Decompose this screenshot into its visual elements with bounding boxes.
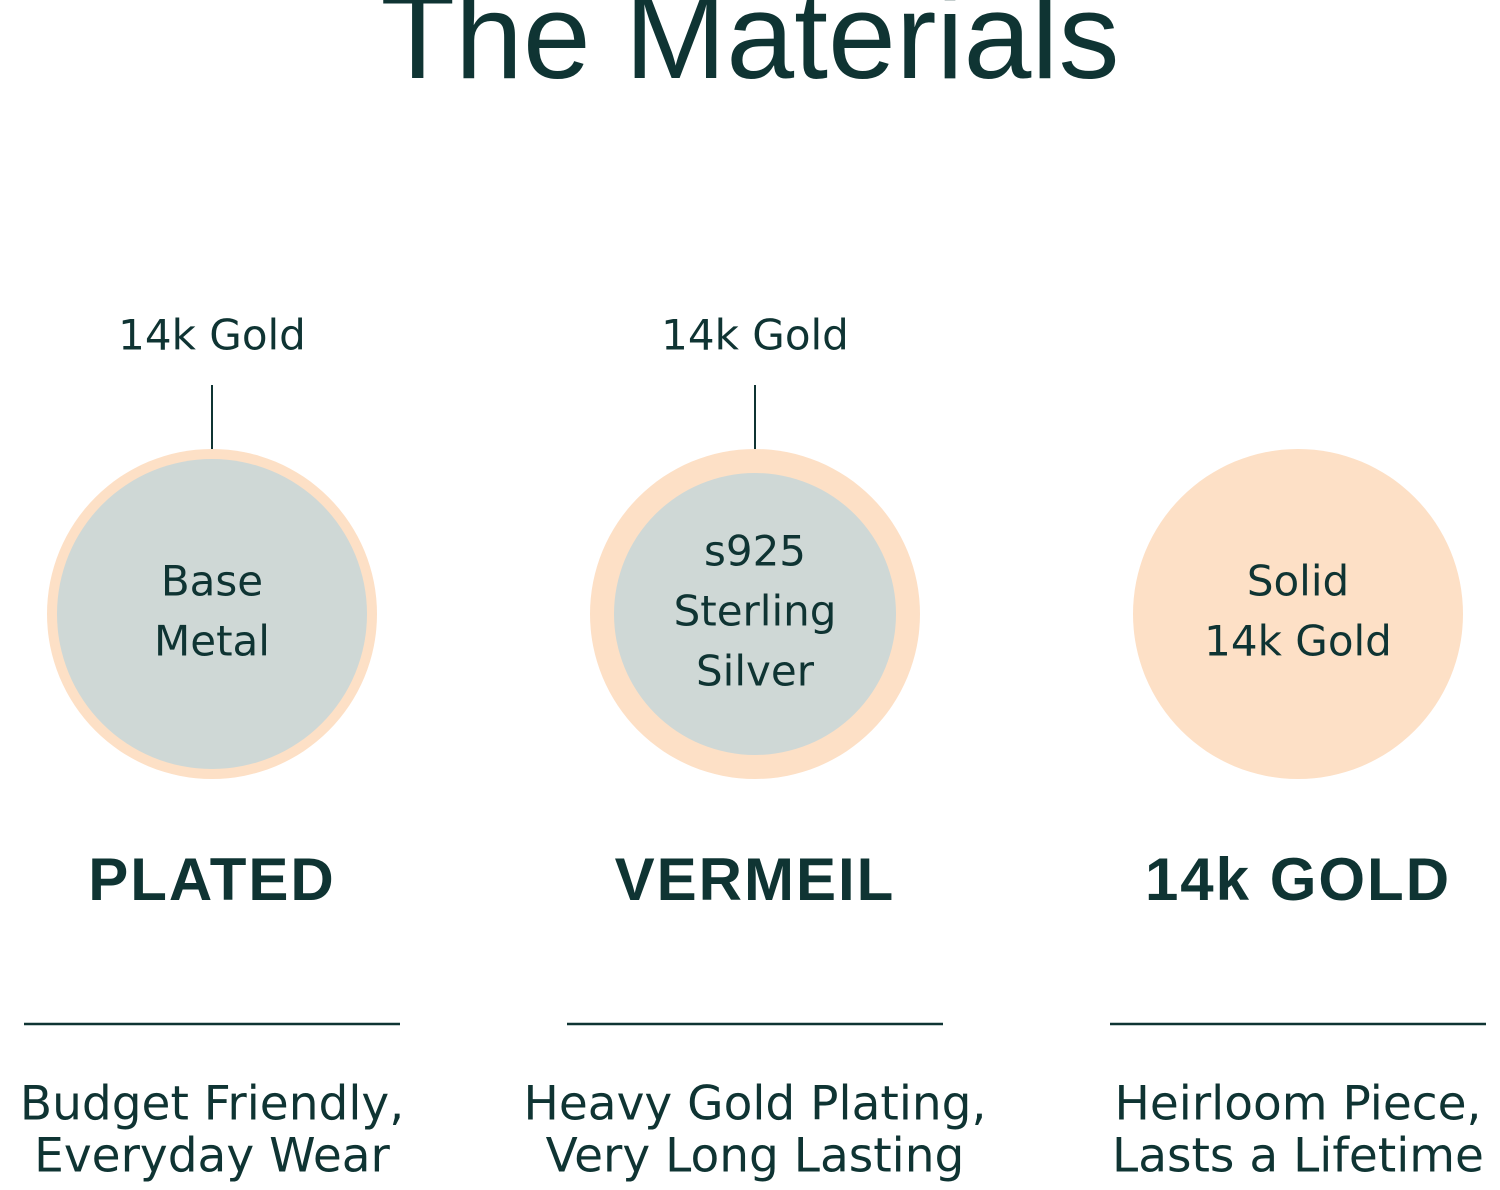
core-label: Silver: [696, 647, 815, 696]
description: Budget Friendly,: [20, 1077, 404, 1132]
outer-layer: [1133, 449, 1463, 779]
core-label: Base: [161, 557, 263, 606]
description: Everyday Wear: [34, 1129, 390, 1184]
core-label: Sterling: [674, 587, 837, 636]
description: Lasts a Lifetime: [1112, 1129, 1484, 1184]
layer-label: 14k Gold: [118, 311, 306, 360]
page-title: The Materials: [380, 0, 1119, 104]
description: Heavy Gold Plating,: [524, 1077, 987, 1132]
material-name: 14k GOLD: [1145, 846, 1451, 913]
description: Heirloom Piece,: [1115, 1077, 1482, 1132]
material-name: PLATED: [88, 846, 336, 913]
core-label: Metal: [154, 617, 270, 666]
description: Very Long Lasting: [546, 1129, 965, 1184]
core-label: Solid: [1247, 557, 1349, 606]
core-label: 14k Gold: [1204, 617, 1392, 666]
core-label: s925: [704, 527, 806, 576]
core-metal: [614, 473, 896, 755]
layer-label: 14k Gold: [661, 311, 849, 360]
core-metal: [57, 459, 367, 769]
material-name: VERMEIL: [615, 846, 896, 913]
